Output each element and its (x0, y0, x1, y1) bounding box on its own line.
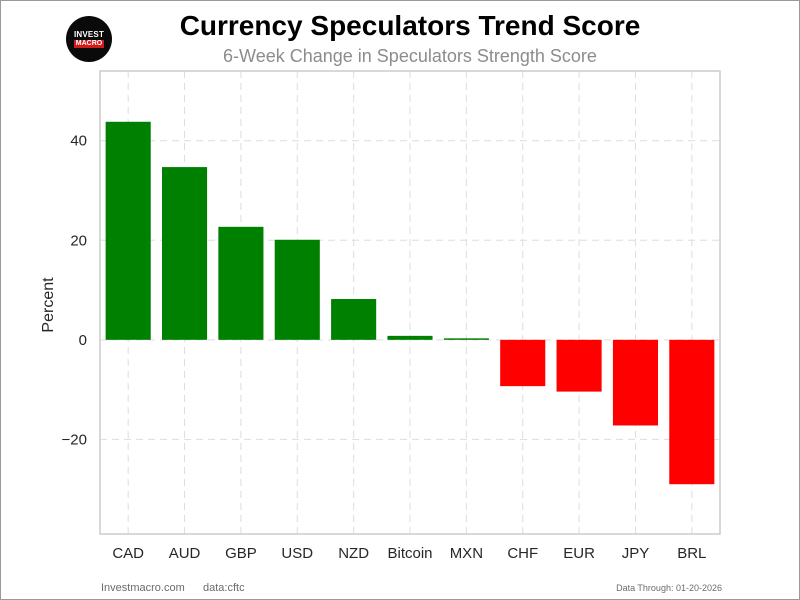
x-tick-label: CAD (112, 545, 144, 562)
x-tick-label: MXN (450, 545, 483, 562)
footer-site: Investmacro.com (101, 582, 185, 594)
bar-eur (556, 339, 602, 392)
footer-data-source: data:cftc (203, 582, 245, 594)
x-tick-label: BRL (677, 545, 706, 562)
bar-jpy (612, 339, 658, 426)
bar-brl (669, 339, 715, 485)
bar-cad (105, 121, 151, 340)
x-tick-label: AUD (169, 545, 201, 562)
y-axis-label: Percent (40, 277, 57, 333)
plot-area-border (99, 70, 721, 535)
investmacro-logo: INVEST MACRO (66, 16, 112, 62)
bar-nzd (331, 299, 377, 340)
bar-bitcoin (387, 335, 433, 340)
x-tick-label: CHF (507, 545, 538, 562)
bar-chf (500, 339, 546, 387)
chart-subtitle: 6-Week Change in Speculators Strength Sc… (223, 46, 597, 66)
bar-layer (105, 121, 715, 485)
y-tick-labels: 40 20 0 −20 (62, 133, 87, 449)
x-tick-labels: CAD AUD GBP USD NZD Bitcoin MXN CHF EUR JPY BRL (112, 545, 706, 562)
chart-title: Currency Speculators Trend Score (179, 10, 641, 41)
x-tick-label: EUR (563, 545, 595, 562)
logo-text-top: INVEST (73, 30, 105, 39)
bar-aud (162, 167, 208, 340)
y-tick-label: 0 (79, 332, 87, 349)
x-tick-label: NZD (338, 545, 369, 562)
x-tick-label: JPY (622, 545, 650, 562)
x-tick-label: GBP (225, 545, 257, 562)
bar-gbp (218, 226, 264, 340)
logo-text-bottom: MACRO (73, 40, 105, 48)
bar-mxn (443, 338, 489, 340)
y-tick-label: 40 (70, 133, 87, 150)
footer-data-date: Data Through: 01-20-2026 (616, 583, 722, 593)
x-tick-label: USD (281, 545, 313, 562)
bar-usd (274, 239, 320, 340)
y-tick-label: 20 (70, 232, 87, 249)
x-tick-label: Bitcoin (387, 545, 432, 562)
y-tick-label: −20 (62, 431, 87, 448)
